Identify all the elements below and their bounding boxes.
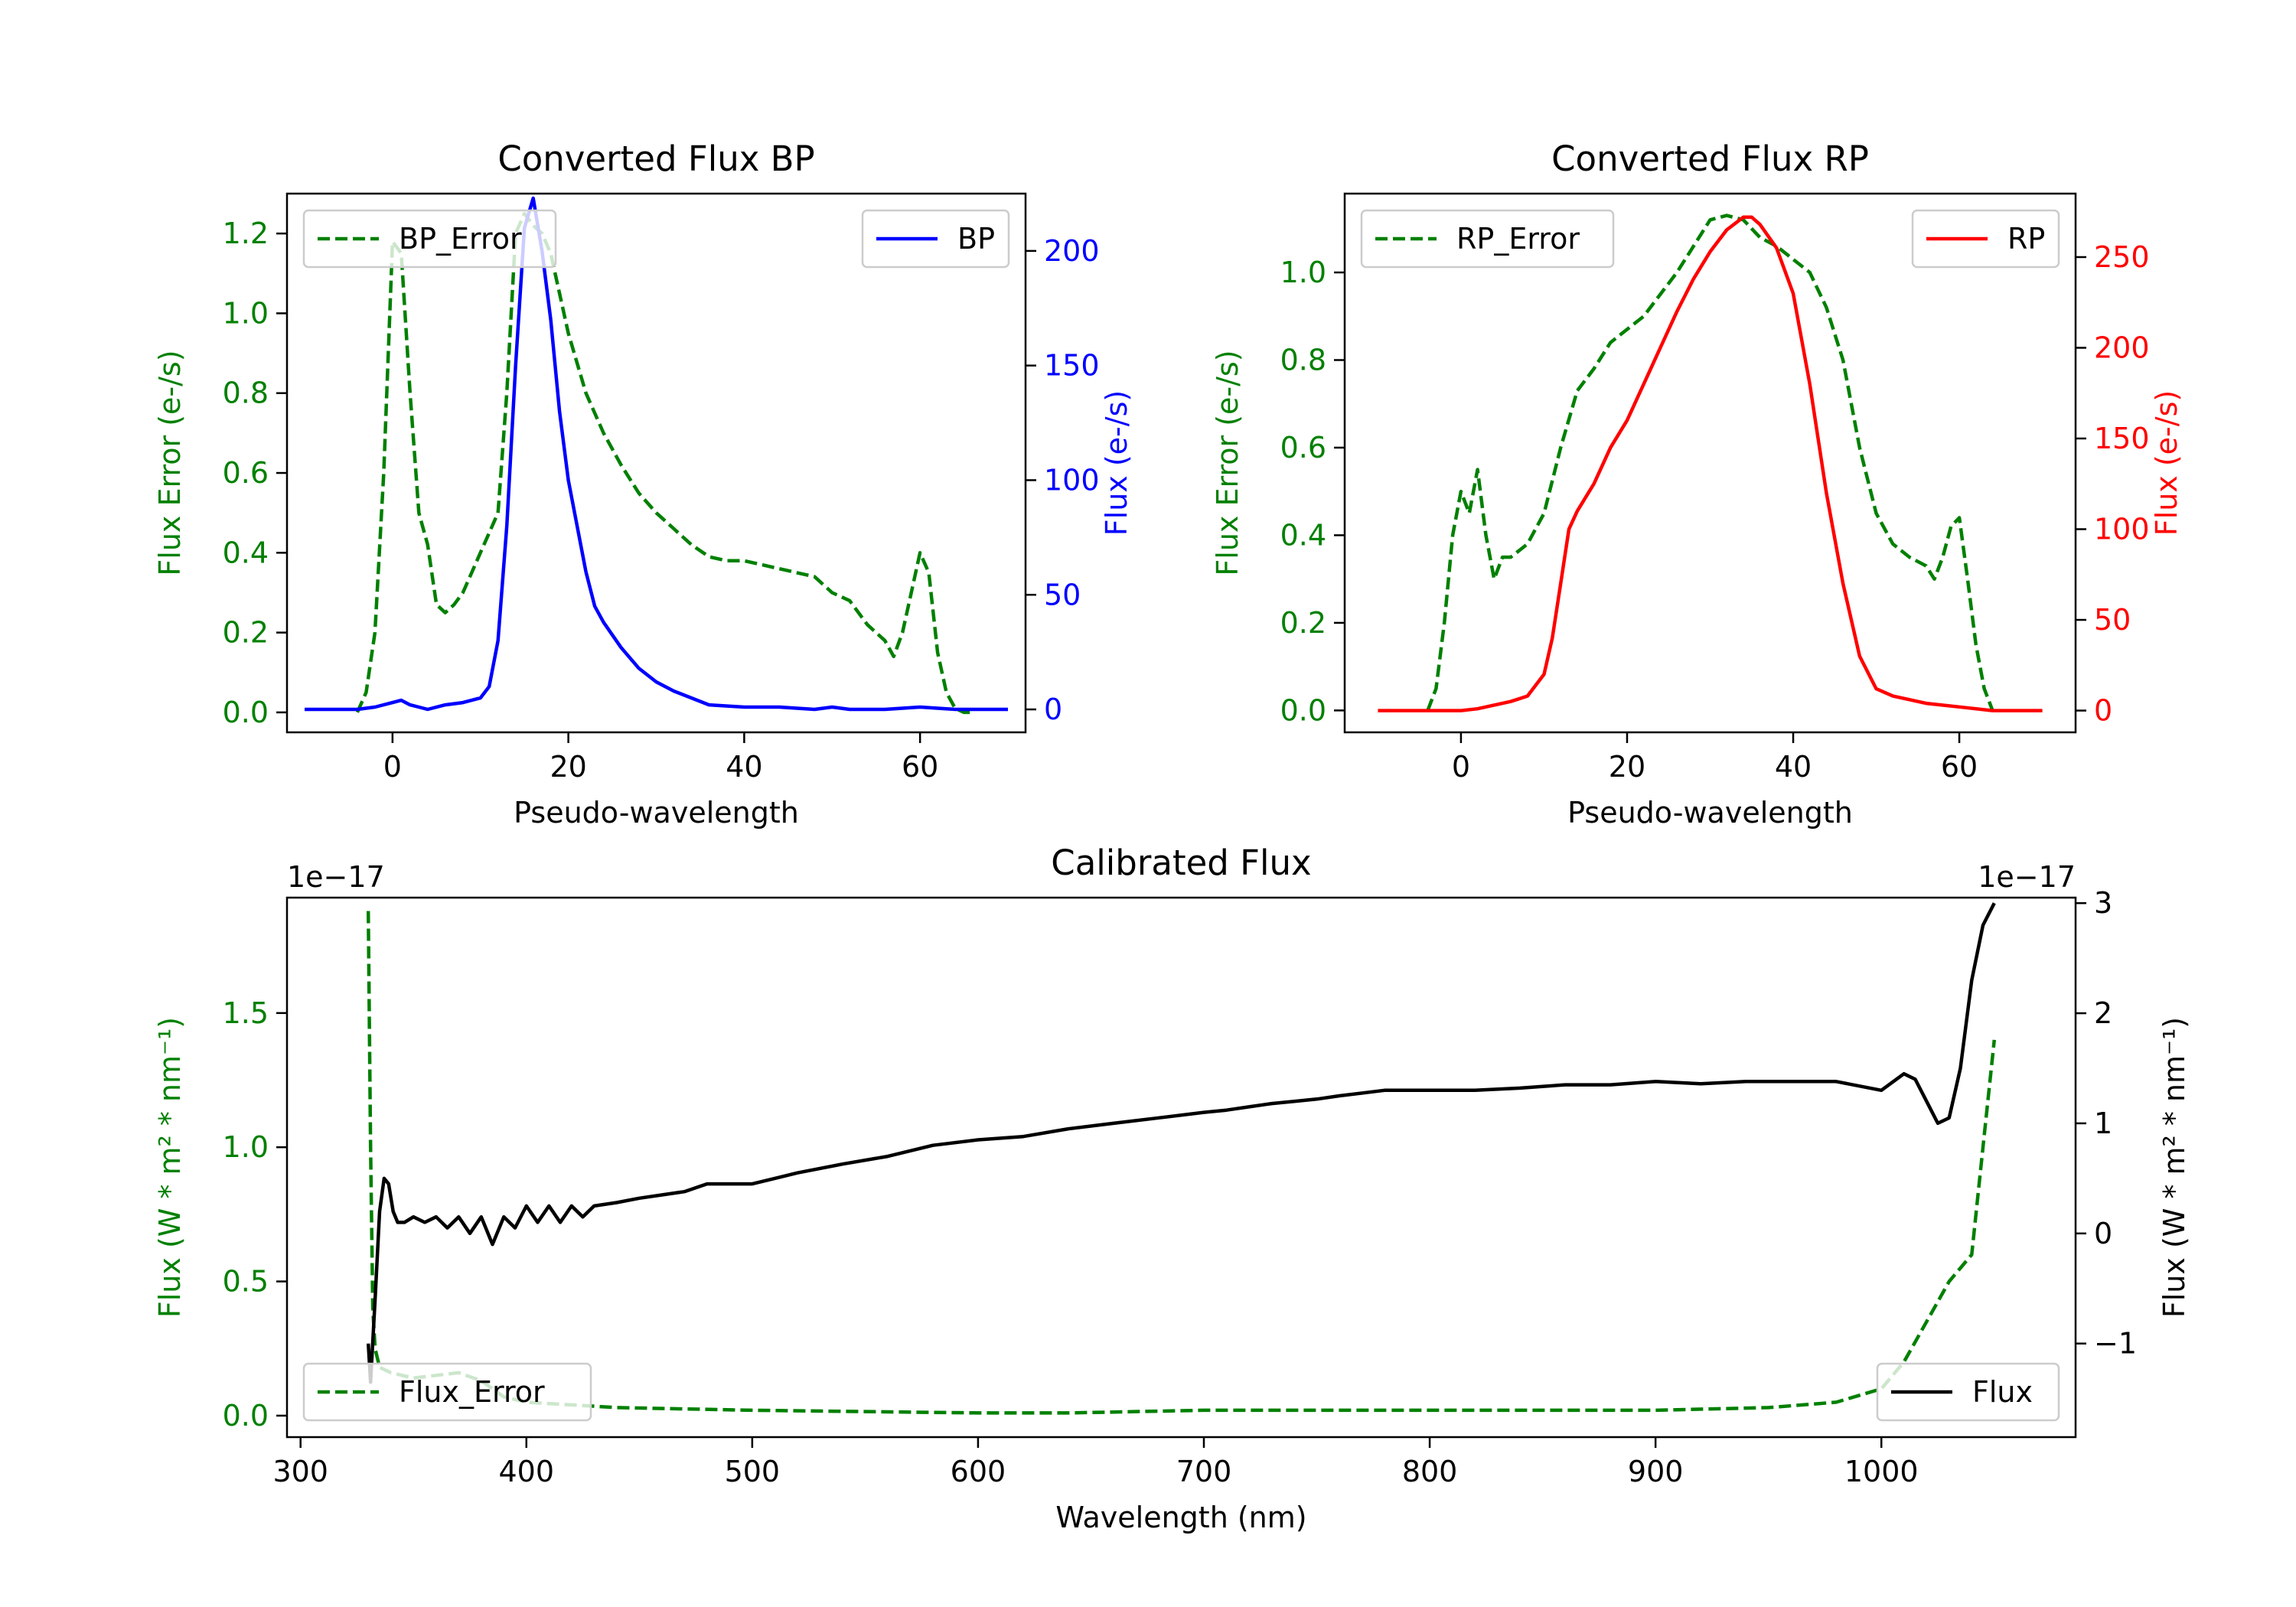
rp-title: Converted Flux RP [1551,139,1869,179]
bp-right-tick-label: 100 [1044,463,1100,497]
rp-x-tick-label: 40 [1775,750,1812,784]
rp-left-tick-label: 0.4 [1280,518,1326,552]
bp-right-tick-label: 200 [1044,234,1100,268]
cal-x-tick-label: 1000 [1844,1455,1919,1488]
rp-panel: Converted Flux RP Pseudo-wavelength Flux… [1211,139,2183,830]
cal-left-tick-label: 1.5 [223,996,269,1030]
cal-x-tick-label: 400 [499,1455,555,1488]
bp-right-tick-label: 0 [1044,693,1062,726]
bp-series-bp-error [355,211,974,715]
rp-x-tick-label: 60 [1941,750,1978,784]
calibrated-left-offset-text: 1e−17 [287,860,385,894]
calibrated-title: Calibrated Flux [1051,843,1311,883]
rp-left-tick-label: 1.0 [1280,256,1326,289]
rp-right-tick-label: 150 [2094,422,2150,455]
cal-right-tick-label: 1 [2094,1107,2112,1140]
rp-left-tick-label: 0.8 [1280,343,1326,376]
legend-label: RP [2007,222,2045,256]
calibrated-panel: Calibrated Flux Wavelength (nm) Flux (W … [153,843,2191,1534]
cal-x-tick-label: 300 [272,1455,328,1488]
cal-x-tick-label: 900 [1628,1455,1684,1488]
legend-box [1360,209,1615,269]
legend-label: RP_Error [1456,222,1580,256]
bp-x-tick-label: 20 [550,750,586,784]
bp-left-tick-label: 0.6 [223,456,269,490]
legend-label: BP [957,222,995,256]
rp-x-tick-label: 20 [1609,750,1645,784]
rp-legend-rp-error: RP_Error [1360,209,1615,269]
rp-right-tick-label: 0 [2094,694,2112,728]
cal-legend-flux: Flux [1876,1362,2060,1422]
bp-right-tick-label: 150 [1044,349,1100,383]
bp-right-tick-label: 50 [1044,578,1081,611]
rp-right-tick-label: 100 [2094,513,2150,546]
bp-left-tick-label: 0.4 [223,536,269,569]
rp-series-rp [1378,215,2043,712]
rp-plot-frame [1343,192,2077,734]
legend-box [302,1362,592,1422]
rp-series-rp-error [1426,214,1994,712]
rp-left-tick-label: 0.0 [1280,693,1326,727]
cal-left-tick-label: 1.0 [223,1130,269,1164]
cal-right-tick-label: −1 [2094,1327,2137,1361]
calibrated-left-axis-label: Flux (W * m² * nm⁻¹) [153,1017,187,1318]
rp-right-tick-label: 250 [2094,240,2150,274]
cal-right-tick-label: 3 [2094,886,2112,920]
bp-left-tick-label: 1.2 [223,217,269,250]
bp-series-bp [305,196,1008,712]
calibrated-right-offset-text: 1e−17 [1978,860,2076,894]
cal-right-tick-label: 0 [2094,1217,2112,1250]
cal-legend-flux-error: Flux_Error [302,1362,592,1422]
cal-series-flux [366,902,1996,1384]
rp-right-tick-label: 200 [2094,331,2150,364]
bp-left-axis-label: Flux Error (e-/s) [153,350,187,575]
bp-x-tick-label: 0 [383,750,402,784]
bp-legend-bp: BP [861,209,1010,269]
bp-plot-frame [285,192,1027,734]
bp-x-tick-label: 40 [726,750,762,784]
bp-legend-bp-error: BP_Error [302,209,557,269]
calibrated-right-axis-label: Flux (W * m² * nm⁻¹) [2157,1017,2191,1318]
legend-label: Flux [1972,1375,2033,1409]
cal-plot-frame [285,896,2077,1439]
rp-right-axis-label: Flux (e-/s) [2150,390,2183,536]
bp-left-tick-label: 0.2 [223,616,269,650]
bp-left-tick-label: 1.0 [223,296,269,330]
bp-right-axis-label: Flux (e-/s) [1100,390,1133,536]
rp-x-tick-label: 0 [1452,750,1470,784]
cal-left-tick-label: 0.5 [223,1265,269,1299]
cal-x-tick-label: 700 [1176,1455,1232,1488]
legend-label: BP_Error [399,222,522,256]
bp-x-tick-label: 60 [902,750,938,784]
rp-x-axis-label: Pseudo-wavelength [1567,796,1853,830]
cal-right-tick-label: 2 [2094,996,2112,1030]
legend-box [302,209,557,269]
rp-legend-rp: RP [1911,209,2060,269]
rp-left-tick-label: 0.6 [1280,431,1326,464]
rp-left-axis-label: Flux Error (e-/s) [1211,350,1244,575]
cal-x-tick-label: 600 [951,1455,1006,1488]
bp-left-tick-label: 0.0 [223,696,269,729]
legend-label: Flux_Error [399,1375,545,1409]
cal-left-tick-label: 0.0 [223,1399,269,1433]
bp-title: Converted Flux BP [497,139,814,179]
bp-left-tick-label: 0.8 [223,376,269,410]
legend-box [1876,1362,2060,1422]
rp-left-tick-label: 0.2 [1280,606,1326,640]
cal-x-tick-label: 500 [725,1455,781,1488]
bp-x-axis-label: Pseudo-wavelength [514,796,799,830]
rp-right-tick-label: 50 [2094,603,2131,637]
cal-x-tick-label: 800 [1402,1455,1458,1488]
bp-panel: Converted Flux BP Pseudo-wavelength Flux… [153,139,1133,830]
calibrated-x-axis-label: Wavelength (nm) [1055,1501,1306,1534]
